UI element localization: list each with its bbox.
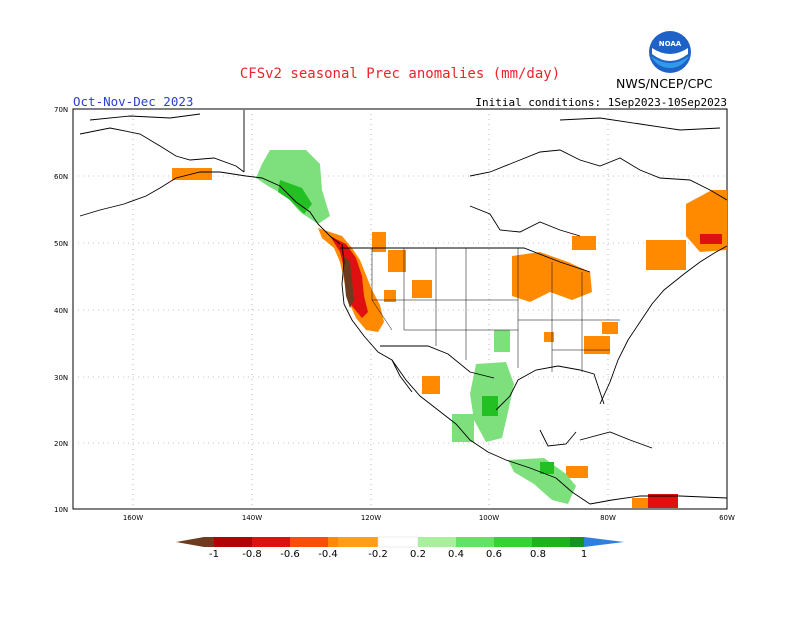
texas-strong-wet [482, 396, 498, 416]
lat-label-40n: 40N [54, 307, 68, 315]
mexico-dry [422, 376, 440, 394]
lon-label-120w: 120W [361, 514, 381, 522]
wyoming-dry [412, 280, 432, 298]
colorbar-swatch-11 [532, 537, 570, 547]
venezuela-dry [632, 498, 648, 508]
colorbar-swatch-3 [252, 537, 290, 547]
lat-label-70n: 70N [54, 106, 68, 114]
labrador-strong-dry [700, 234, 722, 244]
mid-atlantic-dry [584, 336, 610, 354]
lat-label-60n: 60N [54, 173, 68, 181]
colorbar-swatch-9 [456, 537, 494, 547]
longitude-labels: 160W 140W 120W 100W 80W 60W [123, 514, 735, 522]
colorbar-label: -0.4 [318, 549, 338, 560]
wet-anomaly-areas [256, 150, 576, 504]
lon-label-160w: 160W [123, 514, 143, 522]
us-state-borders [371, 248, 620, 372]
idaho-dry [372, 232, 386, 252]
nevada-dry [384, 290, 396, 302]
colorbar-label: -0.8 [242, 549, 262, 560]
initial-conditions: Initial conditions: 1Sep2023-10Sep2023 [475, 96, 727, 109]
map-frame [72, 108, 728, 510]
central-america-dry [566, 466, 588, 478]
oklahoma-wet [494, 330, 510, 352]
gulf-dry [544, 332, 554, 342]
colorbar-swatch-7 [377, 536, 419, 548]
lon-label-100w: 100W [479, 514, 499, 522]
montana-dry [388, 250, 406, 272]
colorbar-swatch-8 [418, 537, 456, 547]
colorbar-label: 0.2 [410, 549, 426, 560]
venezuela-strong-dry [648, 494, 678, 508]
colorbar-swatch-4 [290, 537, 328, 547]
colorbar-label: 1 [581, 549, 587, 560]
lat-label-20n: 20N [54, 440, 68, 448]
agency-label: NWS/NCEP/CPC [616, 76, 713, 91]
colorbar-label: -0.2 [368, 549, 388, 560]
latitude-labels: 70N 60N 50N 40N 30N 20N 10N [54, 106, 68, 514]
colorbar-swatch-12 [570, 537, 584, 547]
new-england-canada-dry [646, 240, 686, 270]
guatemala-strong-wet [540, 462, 554, 474]
coast-strongest-dry [344, 256, 354, 308]
noaa-logo: NOAA [649, 31, 691, 73]
forecast-period: Oct-Nov-Dec 2023 [73, 94, 194, 109]
lon-label-140w: 140W [242, 514, 262, 522]
mexico-pacific-wet [452, 414, 474, 442]
lon-label-60w: 60W [719, 514, 735, 522]
colorbar-label: -1 [209, 549, 219, 560]
graticule [73, 109, 727, 509]
lat-label-50n: 50N [54, 240, 68, 248]
virginia-dry [602, 322, 618, 334]
colorbar-high-arrow [584, 537, 624, 547]
lat-label-10n: 10N [54, 506, 68, 514]
lat-label-30n: 30N [54, 374, 68, 382]
colorbar-swatch-6 [338, 537, 378, 547]
dry-anomaly-areas [172, 168, 727, 508]
alaska-panhandle-strong-wet [278, 180, 312, 214]
colorbar-low-arrow [176, 537, 204, 547]
colorbar-swatch-10 [494, 537, 532, 547]
central-america-wet [508, 458, 576, 504]
colorbar-label: -0.6 [280, 549, 300, 560]
colorbar-label: 0.6 [486, 549, 502, 560]
map-title: CFSv2 seasonal Prec anomalies (mm/day) [239, 66, 561, 82]
colorbar-label: 0.8 [530, 549, 546, 560]
svg-text:NOAA: NOAA [659, 40, 682, 48]
colorbar-swatch-2 [214, 537, 252, 547]
colorbar-label: 0.4 [448, 549, 464, 560]
coastlines [79, 110, 728, 505]
quebec-dry [572, 236, 596, 250]
colorbar: -1 -0.8 -0.6 -0.4 -0.2 0.2 0.4 0.6 0.8 1 [176, 536, 624, 560]
lon-label-80w: 80W [600, 514, 616, 522]
